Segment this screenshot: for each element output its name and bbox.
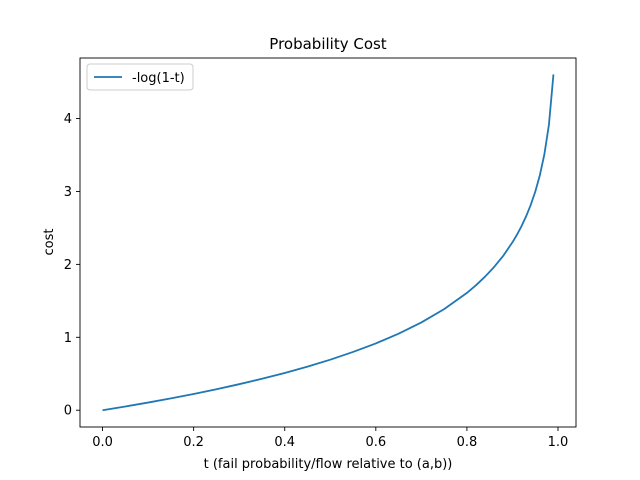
x-tick-label-3: 0.6	[365, 435, 386, 450]
x-tick-label-4: 0.8	[457, 435, 478, 450]
y-tick-label-4: 4	[64, 112, 72, 127]
y-axis-label: cost	[42, 229, 57, 256]
y-tick-label-3: 3	[64, 185, 72, 200]
chart-title: Probability Cost	[269, 35, 387, 53]
x-tick-label-1: 0.2	[183, 435, 204, 450]
y-tick-label-0: 0	[64, 404, 72, 419]
x-tick-label-5: 1.0	[548, 435, 569, 450]
plot-area: 0.0 0.2 0.4 0.6 0.8 1.0 0 1 2 3 4	[64, 57, 577, 450]
axes-frame	[79, 57, 577, 428]
series-line-0	[102, 74, 555, 412]
x-tick-label-0: 0.0	[92, 435, 113, 450]
legend: -log(1-t)	[86, 63, 194, 91]
y-tick-label-2: 2	[64, 258, 72, 273]
y-tick-label-1: 1	[64, 331, 72, 346]
x-tick-label-2: 0.4	[274, 435, 295, 450]
legend-frame	[86, 63, 194, 91]
x-axis-label: t (fail probability/flow relative to (a,…	[204, 457, 453, 472]
legend-label: -log(1-t)	[132, 71, 185, 86]
